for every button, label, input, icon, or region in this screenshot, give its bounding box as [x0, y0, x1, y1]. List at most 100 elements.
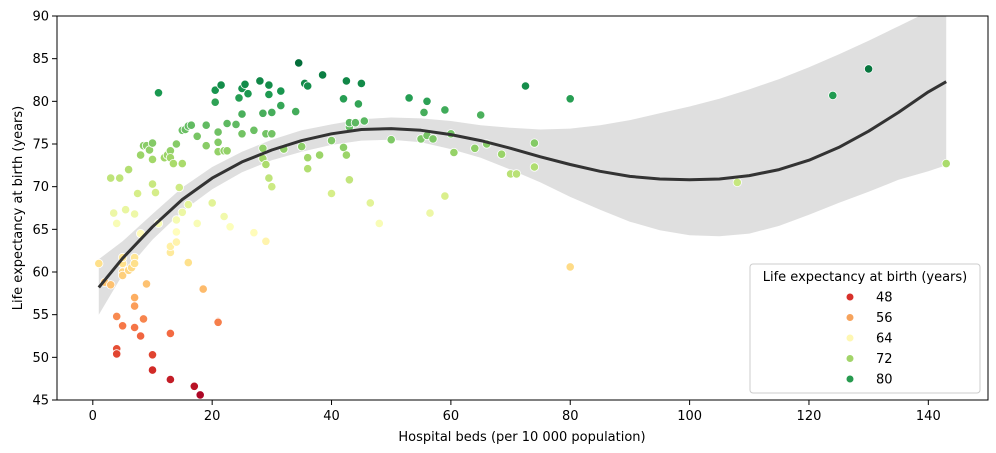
data-point [130, 301, 140, 311]
data-point [171, 139, 181, 149]
data-point [147, 154, 158, 164]
regression-line [97, 80, 947, 289]
data-point [94, 258, 104, 269]
y-tick-label: 60 [32, 266, 49, 281]
y-tick-label: 70 [32, 180, 49, 195]
x-axis: 0 20 40 60 80 100 120 140 [89, 400, 941, 424]
y-axis-label: Life expectancy at birth (years) [11, 106, 26, 311]
legend-marker [845, 313, 855, 322]
data-point [294, 58, 304, 68]
data-point [261, 236, 271, 246]
data-point [258, 108, 268, 118]
data-point [171, 237, 181, 247]
data-point [118, 270, 128, 280]
data-point [828, 90, 838, 101]
x-tick-label: 40 [323, 409, 340, 424]
y-tick-label: 50 [32, 351, 49, 366]
data-point [249, 125, 259, 135]
legend-label: 80 [876, 373, 893, 388]
data-point [118, 321, 128, 331]
data-point [261, 159, 271, 170]
data-point [112, 218, 122, 228]
data-point [440, 105, 450, 115]
data-point [150, 188, 161, 198]
data-point [240, 79, 250, 89]
data-point [138, 314, 149, 324]
legend-box [749, 263, 981, 394]
y-tick-label: 75 [32, 138, 49, 153]
data-point [171, 215, 181, 225]
data-point [112, 349, 122, 359]
data-point [255, 76, 265, 86]
data-point [225, 222, 235, 232]
data-point [133, 188, 143, 199]
data-point [213, 317, 223, 327]
y-tick-label: 65 [32, 223, 49, 238]
data-point [297, 142, 307, 152]
data-point [476, 110, 486, 120]
data-point [198, 284, 208, 294]
data-point [237, 129, 247, 139]
data-point [183, 257, 193, 268]
data-point [201, 120, 211, 130]
data-point [121, 205, 131, 215]
x-tick-label: 60 [443, 409, 460, 424]
data-point [341, 150, 351, 160]
data-point [440, 191, 450, 201]
data-point [165, 374, 175, 385]
data-point [153, 88, 164, 98]
x-axis-label: Hospital beds (per 10 000 population) [398, 430, 645, 445]
data-point [350, 118, 360, 128]
data-point [365, 198, 375, 208]
data-point [147, 365, 158, 375]
x-tick-label: 120 [797, 409, 822, 424]
legend-marker [845, 374, 855, 384]
data-point [267, 129, 277, 139]
data-point [276, 101, 286, 111]
data-point [210, 97, 220, 107]
legend-label: 56 [876, 311, 893, 326]
plot-frame [56, 15, 989, 401]
data-point [195, 390, 205, 400]
legend-label: 72 [876, 352, 893, 367]
legend-marker [845, 354, 855, 363]
data-point [386, 135, 396, 145]
confidence-band [98, 16, 947, 315]
data-point [314, 150, 325, 160]
y-tick-label: 90 [32, 10, 49, 25]
x-tick-label: 140 [916, 409, 941, 424]
legend-marker [845, 292, 855, 302]
data-point [565, 94, 575, 104]
data-point [353, 99, 363, 109]
data-point [249, 228, 259, 238]
legend-title: Life expectancy at birth (years) [763, 270, 968, 285]
data-point [267, 182, 277, 192]
data-point [520, 81, 531, 91]
data-point [192, 131, 202, 141]
data-point [863, 64, 874, 74]
data-point [338, 94, 349, 104]
data-point [243, 89, 253, 99]
data-point [112, 311, 122, 321]
data-point [267, 107, 277, 118]
confidence-band-layer [98, 16, 947, 315]
data-point [177, 207, 187, 217]
data-point [291, 107, 301, 117]
y-tick-label: 45 [32, 394, 49, 409]
x-tick-label: 100 [677, 409, 702, 424]
data-point [174, 182, 184, 193]
data-point [326, 136, 337, 146]
data-point [237, 109, 247, 119]
data-point [231, 119, 241, 130]
data-point [529, 162, 540, 172]
data-point [276, 86, 286, 96]
data-point [106, 173, 116, 183]
data-point [136, 331, 146, 341]
data-point [222, 146, 232, 156]
legend: Life expectancy at birth (years) 48 56 64 7… [749, 263, 981, 394]
data-point [109, 208, 119, 218]
data-point [165, 328, 175, 338]
x-tick-label: 20 [204, 409, 221, 424]
data-point [941, 159, 951, 169]
